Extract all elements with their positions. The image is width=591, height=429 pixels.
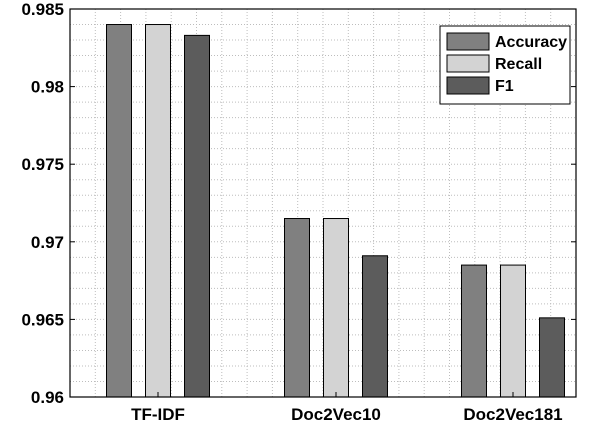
bar-recall-doc2vec181 <box>500 264 526 398</box>
bars <box>106 24 565 398</box>
y-tick-label: 0.985 <box>21 0 64 19</box>
bar-f1-tf-idf <box>184 34 210 398</box>
x-tick-label: Doc2Vec10 <box>291 405 381 424</box>
legend-label-f1: F1 <box>495 78 514 95</box>
y-tick-label: 0.98 <box>31 78 64 97</box>
bar-f1-doc2vec181 <box>539 317 565 398</box>
legend-swatch-accuracy <box>446 32 490 51</box>
y-tick-label: 0.97 <box>31 233 64 252</box>
bar-accuracy-tf-idf <box>106 24 132 398</box>
y-tick-label: 0.975 <box>21 155 64 174</box>
x-axis: TF-IDF Doc2Vec10 Doc2Vec181 <box>131 392 563 424</box>
legend-swatch-recall <box>446 54 490 73</box>
y-tick-label: 0.965 <box>21 310 64 329</box>
bar-recall-tf-idf <box>145 24 171 398</box>
y-axis: 0.96 0.965 0.97 0.975 0.98 0.985 <box>21 0 576 407</box>
y-tick-label: 0.96 <box>31 388 64 407</box>
legend-label-accuracy: Accuracy <box>495 34 567 51</box>
x-tick-label: Doc2Vec181 <box>463 405 562 424</box>
bar-accuracy-doc2vec10 <box>284 218 310 398</box>
x-tick-label: TF-IDF <box>131 405 185 424</box>
bar-accuracy-doc2vec181 <box>461 264 487 398</box>
legend-label-recall: Recall <box>495 56 542 73</box>
bar-f1-doc2vec10 <box>362 255 388 398</box>
legend: Accuracy Recall F1 <box>439 25 571 105</box>
plot-frame <box>69 8 577 398</box>
bar-recall-doc2vec10 <box>323 218 349 398</box>
legend-swatch-f1 <box>446 76 490 95</box>
